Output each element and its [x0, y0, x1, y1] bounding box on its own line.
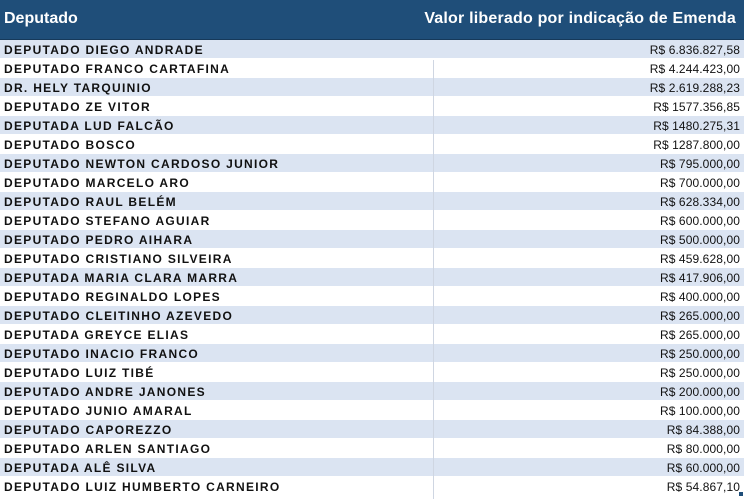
deputado-name-cell[interactable]: DEPUTADO LUIZ HUMBERTO CARNEIRO — [4, 480, 281, 494]
valor-cell[interactable]: R$ 1577.356,85 — [653, 100, 740, 114]
table-row[interactable]: DEPUTADO STEFANO AGUIAR R$ 600.000,00 — [0, 211, 744, 230]
table-body: DEPUTADO DIEGO ANDRADE R$ 6.836.827,58 DEP… — [0, 40, 744, 496]
deputado-name-cell[interactable]: DEPUTADO DIEGO ANDRADE — [4, 43, 204, 57]
deputado-name-cell[interactable]: DEPUTADO ZE VITOR — [4, 100, 151, 114]
valor-cell[interactable]: R$ 265.000,00 — [659, 328, 740, 342]
deputado-name-cell[interactable]: DEPUTADO LUIZ TIBÉ — [4, 366, 155, 380]
table-row[interactable]: DEPUTADO MARCELO ARO R$ 700.000,00 — [0, 173, 744, 192]
deputado-name-cell[interactable]: DEPUTADO BOSCO — [4, 138, 136, 152]
valor-cell[interactable]: R$ 1287.800,00 — [653, 138, 740, 152]
valor-cell[interactable]: R$ 265.000,00 — [659, 309, 740, 323]
table-row[interactable]: DEPUTADA GREYCE ELIAS R$ 265.000,00 — [0, 325, 744, 344]
table-row[interactable]: DEPUTADO CLEITINHO AZEVEDO R$ 265.000,00 — [0, 306, 744, 325]
table-row[interactable]: DEPUTADO ZE VITOR R$ 1577.356,85 — [0, 97, 744, 116]
valor-cell[interactable]: R$ 795.000,00 — [659, 157, 740, 171]
valor-cell[interactable]: R$ 500.000,00 — [659, 233, 740, 247]
table-row[interactable]: DEPUTADO JUNIO AMARAL R$ 100.000,00 — [0, 401, 744, 420]
column-divider — [433, 60, 434, 499]
header-valor-liberado[interactable]: Valor liberado por indicação de Emenda — [424, 10, 736, 27]
deputado-name-cell[interactable]: DEPUTADO MARCELO ARO — [4, 176, 190, 190]
table-row[interactable]: DEPUTADA ALÊ SILVA R$ 60.000,00 — [0, 458, 744, 477]
table-row[interactable]: DEPUTADO BOSCO R$ 1287.800,00 — [0, 135, 744, 154]
table-row[interactable]: DEPUTADO ARLEN SANTIAGO R$ 80.000,00 — [0, 439, 744, 458]
valor-cell[interactable]: R$ 80.000,00 — [666, 442, 740, 456]
deputado-name-cell[interactable]: DEPUTADO FRANCO CARTAFINA — [4, 62, 231, 76]
table-row[interactable]: DEPUTADA LUD FALCÃO R$ 1480.275,31 — [0, 116, 744, 135]
deputado-name-cell[interactable]: DEPUTADO JUNIO AMARAL — [4, 404, 193, 418]
valor-cell[interactable]: R$ 400.000,00 — [659, 290, 740, 304]
deputado-name-cell[interactable]: DEPUTADA GREYCE ELIAS — [4, 328, 190, 342]
deputado-name-cell[interactable]: DEPUTADO CAPOREZZO — [4, 423, 173, 437]
deputado-name-cell[interactable]: DEPUTADO INACIO FRANCO — [4, 347, 200, 361]
deputado-name-cell[interactable]: DR. HELY TARQUINIO — [4, 81, 152, 95]
table-row[interactable]: DEPUTADO FRANCO CARTAFINA R$ 4.244.423,00 — [0, 59, 744, 78]
table-header: Deputado Valor liberado por indicação de… — [0, 0, 744, 40]
deputado-name-cell[interactable]: DEPUTADO RAUL BELÉM — [4, 195, 177, 209]
deputado-name-cell[interactable]: DEPUTADA MARIA CLARA MARRA — [4, 271, 239, 285]
valor-cell[interactable]: R$ 6.836.827,58 — [649, 43, 740, 57]
table-row[interactable]: DEPUTADO NEWTON CARDOSO JUNIOR R$ 795.000… — [0, 154, 744, 173]
table-row[interactable]: DEPUTADO PEDRO AIHARA R$ 500.000,00 — [0, 230, 744, 249]
table-row[interactable]: DEPUTADO CRISTIANO SILVEIRA R$ 459.628,00 — [0, 249, 744, 268]
valor-cell[interactable]: R$ 54.867,10 — [666, 480, 740, 494]
valor-cell[interactable]: R$ 84.388,00 — [666, 423, 740, 437]
valor-cell[interactable]: R$ 700.000,00 — [659, 176, 740, 190]
valor-cell[interactable]: R$ 459.628,00 — [659, 252, 740, 266]
table-row[interactable]: DEPUTADO INACIO FRANCO R$ 250.000,00 — [0, 344, 744, 363]
deputado-name-cell[interactable]: DEPUTADO CLEITINHO AZEVEDO — [4, 309, 234, 323]
table-row[interactable]: DEPUTADO LUIZ TIBÉ R$ 250.000,00 — [0, 363, 744, 382]
valor-cell[interactable]: R$ 200.000,00 — [659, 385, 740, 399]
deputado-name-cell[interactable]: DEPUTADA ALÊ SILVA — [4, 461, 157, 475]
valor-cell[interactable]: R$ 100.000,00 — [659, 404, 740, 418]
valor-cell[interactable]: R$ 250.000,00 — [659, 347, 740, 361]
table-row[interactable]: DEPUTADO DIEGO ANDRADE R$ 6.836.827,58 — [0, 40, 744, 59]
table-row[interactable]: DEPUTADO REGINALDO LOPES R$ 400.000,00 — [0, 287, 744, 306]
table-row[interactable]: DR. HELY TARQUINIO R$ 2.619.288,23 — [0, 78, 744, 97]
valor-cell[interactable]: R$ 417.906,00 — [659, 271, 740, 285]
valor-cell[interactable]: R$ 2.619.288,23 — [649, 81, 740, 95]
deputado-name-cell[interactable]: DEPUTADO REGINALDO LOPES — [4, 290, 221, 304]
table-row[interactable]: DEPUTADO ANDRE JANONES R$ 200.000,00 — [0, 382, 744, 401]
deputado-name-cell[interactable]: DEPUTADO ANDRE JANONES — [4, 385, 206, 399]
deputado-name-cell[interactable]: DEPUTADO CRISTIANO SILVEIRA — [4, 252, 233, 266]
valor-cell[interactable]: R$ 250.000,00 — [659, 366, 740, 380]
selection-resize-handle[interactable] — [739, 492, 743, 496]
table-row[interactable]: DEPUTADO RAUL BELÉM R$ 628.334,00 — [0, 192, 744, 211]
table-row[interactable]: DEPUTADO LUIZ HUMBERTO CARNEIRO R$ 54.867… — [0, 477, 744, 496]
deputado-name-cell[interactable]: DEPUTADO STEFANO AGUIAR — [4, 214, 211, 228]
deputado-name-cell[interactable]: DEPUTADO NEWTON CARDOSO JUNIOR — [4, 157, 280, 171]
valor-cell[interactable]: R$ 600.000,00 — [659, 214, 740, 228]
deputado-name-cell[interactable]: DEPUTADO ARLEN SANTIAGO — [4, 442, 212, 456]
deputado-name-cell[interactable]: DEPUTADA LUD FALCÃO — [4, 119, 175, 133]
header-deputado[interactable]: Deputado — [4, 10, 78, 27]
valor-cell[interactable]: R$ 1480.275,31 — [653, 119, 740, 133]
valor-cell[interactable]: R$ 4.244.423,00 — [649, 62, 740, 76]
valor-cell[interactable]: R$ 628.334,00 — [659, 195, 740, 209]
valor-cell[interactable]: R$ 60.000,00 — [666, 461, 740, 475]
table-row[interactable]: DEPUTADA MARIA CLARA MARRA R$ 417.906,00 — [0, 268, 744, 287]
table-row[interactable]: DEPUTADO CAPOREZZO R$ 84.388,00 — [0, 420, 744, 439]
deputado-name-cell[interactable]: DEPUTADO PEDRO AIHARA — [4, 233, 194, 247]
